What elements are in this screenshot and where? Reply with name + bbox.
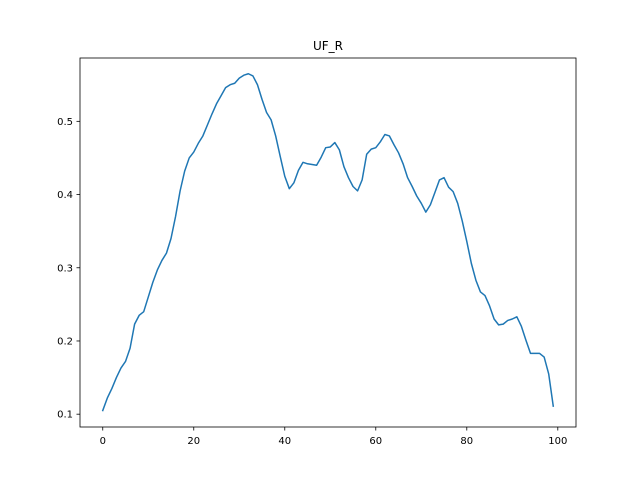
- chart-title: UF_R: [313, 39, 343, 53]
- series-line-0: [101, 72, 555, 412]
- x-tick-label: 40: [278, 436, 291, 447]
- y-tick-label: 0.3: [57, 263, 73, 274]
- y-tick-label: 0.5: [57, 117, 73, 128]
- x-tick-label: 0: [100, 436, 106, 447]
- plot-area: 0 20 40 60 80 100 0.1 0.2 0.3 0.4 0.5: [57, 72, 567, 447]
- y-tick-label: 0.4: [57, 190, 73, 201]
- y-tick-label: 0.1: [57, 410, 73, 421]
- axes-frame: [79, 57, 577, 428]
- x-tick-label: 20: [187, 436, 200, 447]
- x-tick-label: 80: [460, 436, 473, 447]
- x-tick-label: 100: [548, 436, 567, 447]
- x-tick-label: 60: [369, 436, 382, 447]
- y-tick-label: 0.2: [57, 336, 73, 347]
